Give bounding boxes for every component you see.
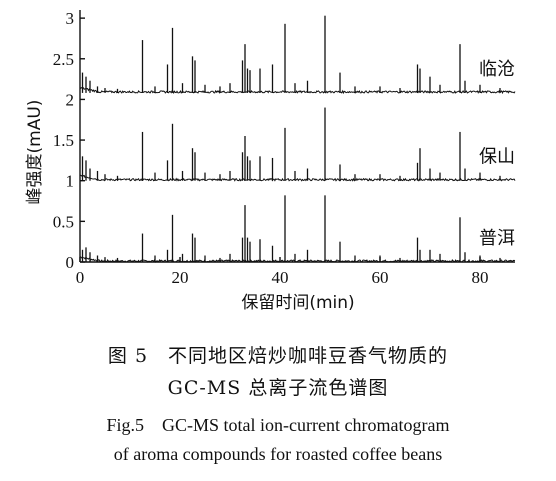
y-tick-label: 0 (66, 253, 75, 272)
baseline-trace (79, 174, 516, 182)
traces (79, 15, 516, 263)
series-label: 保山 (479, 147, 515, 168)
series-trace (79, 15, 516, 95)
x-tick-label: 60 (372, 268, 389, 287)
caption-cn-line2: GC-MS 总离子流色谱图 (167, 377, 389, 399)
baseline-trace (79, 86, 516, 95)
x-tick-label: 40 (272, 268, 289, 287)
series-trace (79, 195, 516, 263)
baseline-trace (79, 256, 516, 263)
x-tick-label: 20 (172, 268, 189, 287)
y-axis-label: 峰强度(mAU) (25, 100, 45, 205)
y-tick-label: 0.5 (53, 212, 74, 231)
y-tick-label: 3 (66, 9, 75, 28)
y-tick-label: 1.5 (53, 131, 74, 150)
series-label: 普洱 (479, 228, 515, 249)
caption-en-line1: Fig.5 GC-MS total ion-current chromatogr… (106, 415, 450, 435)
series-label: 临沧 (479, 59, 515, 80)
caption-en-line2: of aroma compounds for roasted coffee be… (113, 444, 443, 464)
y-tick-label: 2 (66, 90, 75, 109)
series-trace (79, 107, 516, 182)
chromatogram-chart: 0 0.5 1 1.5 2 2.5 3 0 20 40 60 80 普洱 保山 临沧 峰强度(mAU) 保… (25, 9, 516, 313)
x-tick-label: 0 (76, 268, 85, 287)
x-tick-label: 80 (472, 268, 489, 287)
y-tick-label: 2.5 (53, 50, 74, 69)
y-tick-label: 1 (66, 172, 75, 191)
x-axis-label: 保留时间(min) (241, 293, 354, 313)
caption-cn-line1: 图 5 不同地区焙炒咖啡豆香气物质的 (107, 345, 449, 367)
axes (79, 10, 515, 263)
tick-labels: 0 0.5 1 1.5 2 2.5 3 0 20 40 60 80 (53, 9, 489, 287)
